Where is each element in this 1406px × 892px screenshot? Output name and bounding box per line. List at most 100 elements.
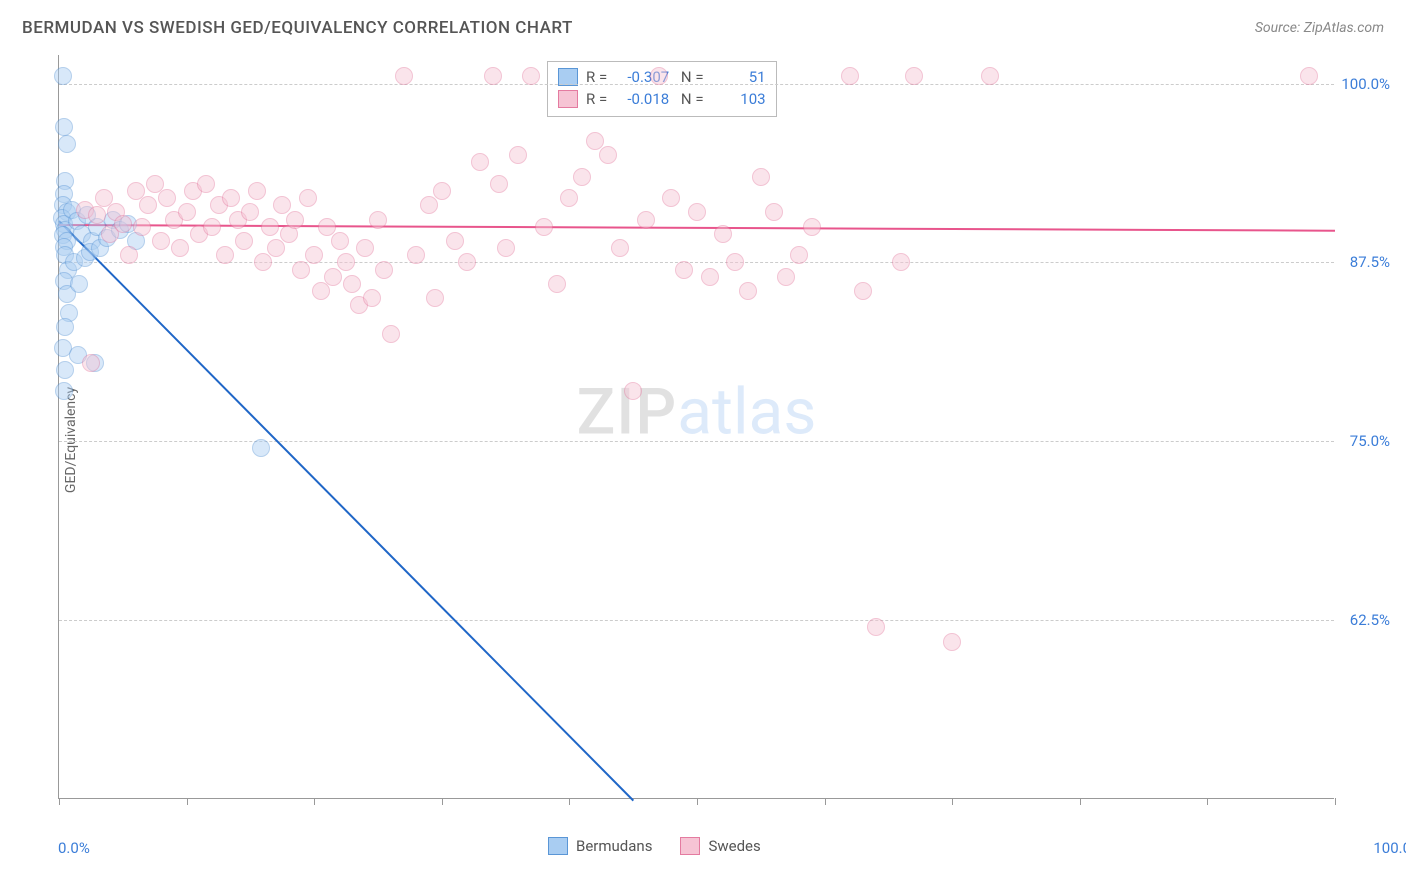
data-point [254,253,272,271]
x-axis-min-label: 0.0% [58,839,90,857]
data-point [426,289,444,307]
watermark-atlas: atlas [677,374,816,449]
data-point [675,261,693,279]
data-point [943,633,961,651]
stats-row-swedes: R = -0.018 N = 103 [558,88,766,110]
data-point [343,275,361,293]
y-tick-label: 62.5% [1350,611,1390,629]
data-point [535,218,553,236]
data-point [299,189,317,207]
data-point [286,211,304,229]
data-point [1300,67,1318,85]
data-point [56,361,74,379]
data-point [905,67,923,85]
source-attribution: Source: ZipAtlas.com [1255,20,1384,36]
legend-label-swedes: Swedes [708,837,760,855]
data-point [433,182,451,200]
data-point [726,253,744,271]
data-point [56,318,74,336]
gridline [59,262,1334,263]
data-point [841,67,859,85]
data-point [701,268,719,286]
data-point [375,261,393,279]
data-point [560,189,578,207]
data-point [611,239,629,257]
chart-title: BERMUDAN VS SWEDISH GED/EQUIVALENCY CORR… [22,18,573,38]
r-label: R = [586,88,607,110]
x-tick [825,798,826,805]
data-point [267,239,285,257]
x-tick [952,798,953,805]
data-point [312,282,330,300]
data-point [241,203,259,221]
data-point [892,253,910,271]
data-point [714,225,732,243]
legend-label-bermudans: Bermudans [576,837,652,855]
data-point [55,118,73,136]
data-point [777,268,795,286]
y-tick-label: 100.0% [1341,75,1390,93]
legend-swatch-bermudans [548,837,568,855]
x-tick [697,798,698,805]
plot-area: ZIPatlas R = -0.307 N = 51 R = -0.018 N … [58,55,1334,799]
data-point [688,203,706,221]
y-tick-label: 87.5% [1350,253,1390,271]
gridline [59,620,1334,621]
data-point [55,382,73,400]
data-point [248,182,266,200]
data-point [490,175,508,193]
data-point [235,232,253,250]
data-point [599,146,617,164]
data-point [203,218,221,236]
data-point [471,153,489,171]
trendline-swedes [59,224,1335,232]
bottom-legend: Bermudans Swedes [548,837,761,855]
chart-header: BERMUDAN VS SWEDISH GED/EQUIVALENCY CORR… [0,0,1406,48]
x-tick [442,798,443,805]
legend-swatch-swedes [680,837,700,855]
swatch-swedes [558,90,578,108]
data-point [739,282,757,300]
gridline [59,84,1334,85]
x-tick [187,798,188,805]
r-value-swedes: -0.018 [615,88,669,110]
data-point [88,206,106,224]
data-point [854,282,872,300]
legend-item-swedes: Swedes [680,837,760,855]
data-point [171,239,189,257]
data-point [650,67,668,85]
data-point [158,189,176,207]
data-point [420,196,438,214]
x-tick [1080,798,1081,805]
data-point [509,146,527,164]
data-point [484,67,502,85]
x-tick [314,798,315,805]
data-point [369,211,387,229]
data-point [458,253,476,271]
data-point [867,618,885,636]
data-point [752,168,770,186]
data-point [324,268,342,286]
data-point [803,218,821,236]
legend-item-bermudans: Bermudans [548,837,652,855]
data-point [114,215,132,233]
data-point [363,289,381,307]
data-point [152,232,170,250]
data-point [178,203,196,221]
x-tick [1207,798,1208,805]
x-axis-max-label: 100.0% [1373,839,1406,857]
data-point [548,275,566,293]
gridline [59,441,1334,442]
data-point [522,67,540,85]
watermark: ZIPatlas [577,374,817,449]
data-point [331,232,349,250]
n-value-swedes: 103 [712,88,766,110]
data-point [82,354,100,372]
data-point [216,246,234,264]
data-point [395,67,413,85]
data-point [70,275,88,293]
data-point [54,67,72,85]
n-label: N = [677,88,703,110]
data-point [573,168,591,186]
r-label: R = [586,66,607,88]
